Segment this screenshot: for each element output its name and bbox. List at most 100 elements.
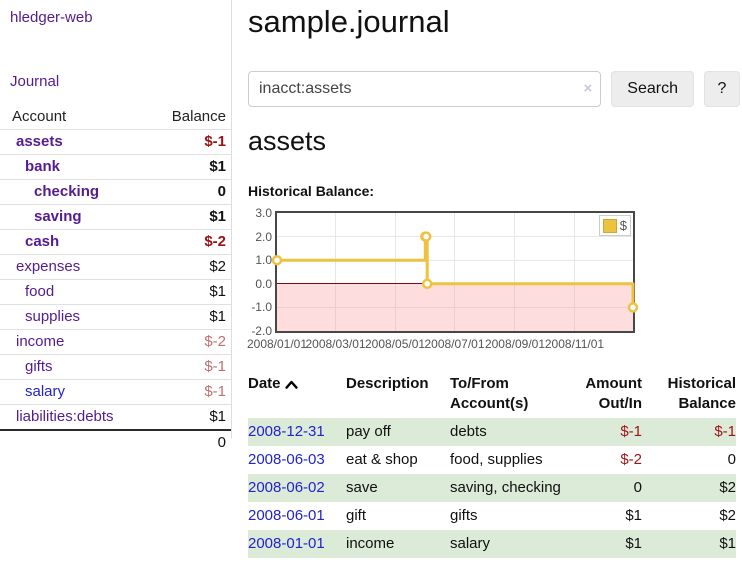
y-tick-label: -1.0 <box>251 300 272 315</box>
y-tick-label: 0.0 <box>255 276 272 291</box>
clear-search-icon[interactable]: × <box>583 80 593 97</box>
accounts-table-body: assets $-1 bank $1 checking 0 saving $1 cash $-2 e… <box>0 129 231 430</box>
transaction-date-link[interactable]: 2008-06-03 <box>248 451 325 468</box>
x-tick-label: 2008/11/01 <box>544 337 605 351</box>
main-content: sample.journal × Search ? assets Histori… <box>247 0 742 558</box>
register-cell-description: income <box>346 535 395 552</box>
brand-link[interactable]: hledger-web <box>10 9 93 26</box>
gridline <box>514 213 516 331</box>
transaction-date-link[interactable]: 2008-06-02 <box>248 479 325 496</box>
transaction-date-link[interactable]: 2008-01-01 <box>248 535 325 552</box>
page-title: sample.journal <box>248 4 450 39</box>
register-cell-amount: $1 <box>625 535 642 552</box>
register-cell-amount: $-2 <box>620 451 642 468</box>
account-row: salary $-1 <box>0 379 231 405</box>
historical-balance-chart: $ 3.0 2.0 1.0 0.0 -1.0 -2.0 2008/01/01 2008/03… <box>247 206 742 355</box>
accounts-total-row: 0 <box>0 429 231 455</box>
account-link[interactable]: salary <box>25 383 66 400</box>
transaction-date-link[interactable]: 2008-12-31 <box>248 423 325 440</box>
register-header-amount: Amount Out/In <box>585 375 642 412</box>
account-link[interactable]: bank <box>25 158 61 175</box>
account-link[interactable]: liabilities:debts <box>16 408 114 425</box>
sidebar-item-journal[interactable]: Journal <box>10 73 60 90</box>
data-point-marker <box>271 254 283 266</box>
transaction-date-link[interactable]: 2008-06-01 <box>248 507 325 524</box>
y-tick-label: -2.0 <box>251 324 272 338</box>
accounts-header-row: Account Balance <box>0 105 231 130</box>
account-link[interactable]: cash <box>25 233 60 250</box>
account-row: saving $1 <box>0 204 231 230</box>
accounts-total-spacer <box>0 429 152 455</box>
help-button[interactable]: ? <box>704 71 740 107</box>
chart-series-line <box>271 231 639 313</box>
register-table-body: 2008-12-31 pay off debts $-1 $-1 2008-06-03 ea… <box>248 418 736 558</box>
register-cell-amount: 0 <box>633 479 642 496</box>
account-balance: $1 <box>151 279 231 305</box>
gridline <box>454 213 455 331</box>
register-table: Date Description To/From Account(s) Amou… <box>248 370 736 558</box>
account-balance: $-1 <box>151 129 231 155</box>
account-link[interactable]: gifts <box>25 358 53 375</box>
chart-legend: $ <box>598 215 631 236</box>
register-cell-description: save <box>346 479 378 496</box>
register-cell-balance: $2 <box>719 479 736 496</box>
chart-heading: Historical Balance: <box>248 183 375 199</box>
data-point-marker <box>627 302 639 313</box>
account-link[interactable]: income <box>16 333 65 350</box>
register-header-date: Date <box>248 370 346 418</box>
x-tick-label: 2008/03/01 <box>305 337 366 351</box>
x-tick-label: 2008/05/01 <box>364 337 426 351</box>
search-button[interactable]: Search <box>611 71 694 107</box>
register-header-accounts: To/From Account(s) <box>450 375 529 412</box>
chart-plot-area: $ <box>271 211 639 333</box>
register-cell-amount: $-1 <box>620 423 642 440</box>
table-row: 2008-06-01 gift gifts $1 $2 <box>248 502 736 530</box>
gridline <box>277 306 633 308</box>
table-row: 2008-12-31 pay off debts $-1 $-1 <box>248 418 736 446</box>
account-link[interactable]: checking <box>34 183 100 200</box>
account-row: supplies $1 <box>0 304 231 330</box>
account-balance: $1 <box>151 404 231 430</box>
account-balance: $2 <box>151 254 231 280</box>
register-cell-description: eat & shop <box>346 451 418 468</box>
x-tick-label: 2008/07/01 <box>424 337 485 351</box>
register-cell-balance: $2 <box>719 507 736 524</box>
register-header-description: Description <box>346 375 429 392</box>
search-input[interactable] <box>248 71 602 107</box>
legend-swatch-icon <box>602 218 617 233</box>
account-row: income $-2 <box>0 329 231 355</box>
legend-label: $ <box>619 218 627 233</box>
account-link[interactable]: supplies <box>25 308 81 325</box>
search-input-wrap: × <box>248 71 602 107</box>
gridline <box>573 213 575 331</box>
account-row: bank $1 <box>0 154 231 180</box>
register-cell-balance: 0 <box>727 451 736 468</box>
gridline <box>277 236 633 238</box>
register-cell-balance: $1 <box>719 535 736 552</box>
register-cell-accounts: salary <box>450 535 491 552</box>
account-balance: 0 <box>151 179 231 205</box>
account-row: checking 0 <box>0 179 231 205</box>
account-row: liabilities:debts $1 <box>0 404 231 430</box>
account-balance: $-2 <box>151 329 231 355</box>
account-link[interactable]: saving <box>34 208 82 225</box>
table-row: 2008-06-02 save saving, checking 0 $2 <box>248 474 736 502</box>
x-tick-label: 2008/01/01 <box>246 337 308 351</box>
register-cell-accounts: saving, checking <box>450 479 561 496</box>
account-row: expenses $2 <box>0 254 231 280</box>
account-balance: $-1 <box>151 379 231 405</box>
register-cell-description: pay off <box>346 423 391 440</box>
register-cell-accounts: gifts <box>450 507 478 524</box>
table-row: 2008-01-01 income salary $1 $1 <box>248 530 736 558</box>
account-link[interactable]: food <box>25 283 55 300</box>
gridline <box>335 213 337 331</box>
accounts-table: Account Balance assets $-1 bank $1 checking 0… <box>0 105 231 455</box>
account-link[interactable]: assets <box>16 133 63 150</box>
register-cell-accounts: food, supplies <box>450 451 543 468</box>
account-link[interactable]: expenses <box>16 258 81 275</box>
table-row: 2008-06-03 eat & shop food, supplies $-2 0 <box>248 446 736 474</box>
x-tick-label: 2008/09/01 <box>484 337 545 351</box>
search-form: × Search ? <box>248 71 742 107</box>
accounts-header-account: Account <box>12 108 67 125</box>
